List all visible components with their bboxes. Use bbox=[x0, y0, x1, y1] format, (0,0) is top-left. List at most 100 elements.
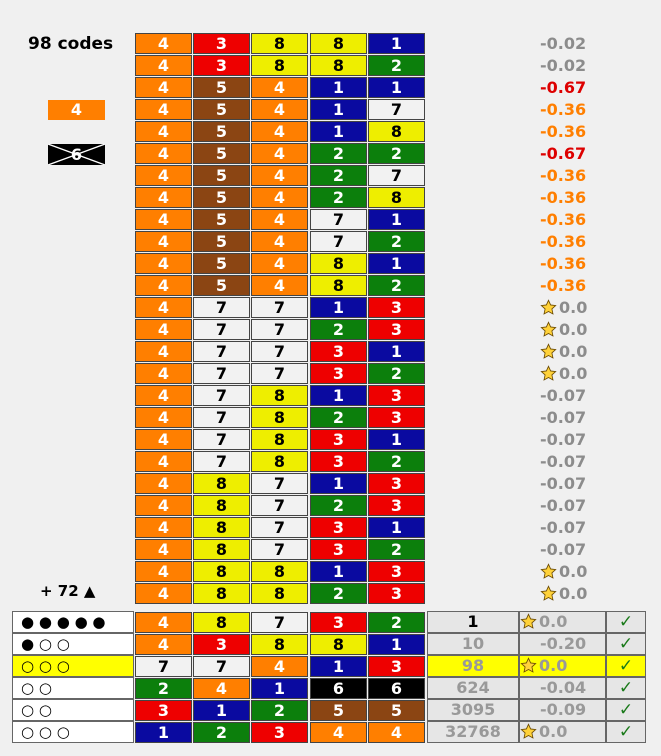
code-peg[interactable]: 4 bbox=[135, 429, 192, 450]
code-peg[interactable]: 7 bbox=[251, 539, 308, 560]
code-peg[interactable]: 2 bbox=[368, 55, 425, 76]
code-peg[interactable]: 7 bbox=[251, 473, 308, 494]
code-peg[interactable]: 8 bbox=[193, 583, 250, 604]
code-peg[interactable]: 5 bbox=[193, 275, 250, 296]
code-peg[interactable]: 7 bbox=[310, 209, 367, 230]
code-peg[interactable]: 2 bbox=[368, 363, 425, 384]
code-peg[interactable]: 3 bbox=[310, 429, 367, 450]
code-peg[interactable]: 3 bbox=[368, 561, 425, 582]
code-peg[interactable]: 8 bbox=[193, 561, 250, 582]
code-peg[interactable]: 4 bbox=[251, 253, 308, 274]
code-peg[interactable]: 4 bbox=[135, 517, 192, 538]
guess-peg[interactable]: 4 bbox=[135, 612, 192, 633]
code-peg[interactable]: 4 bbox=[135, 275, 192, 296]
code-peg[interactable]: 4 bbox=[135, 539, 192, 560]
code-peg[interactable]: 4 bbox=[135, 473, 192, 494]
code-peg[interactable]: 4 bbox=[135, 561, 192, 582]
guess-peg[interactable]: 2 bbox=[251, 700, 308, 721]
guess-peg[interactable]: 8 bbox=[251, 634, 308, 655]
code-peg[interactable]: 4 bbox=[135, 187, 192, 208]
code-peg[interactable]: 3 bbox=[368, 583, 425, 604]
code-peg[interactable]: 8 bbox=[251, 55, 308, 76]
code-peg[interactable]: 3 bbox=[193, 55, 250, 76]
code-peg[interactable]: 3 bbox=[310, 539, 367, 560]
code-peg[interactable]: 5 bbox=[193, 231, 250, 252]
guess-peg[interactable]: 3 bbox=[251, 722, 308, 743]
code-peg[interactable]: 7 bbox=[193, 385, 250, 406]
guess-peg[interactable]: 4 bbox=[368, 722, 425, 743]
code-peg[interactable]: 4 bbox=[135, 363, 192, 384]
code-peg[interactable]: 4 bbox=[135, 407, 192, 428]
code-peg[interactable]: 8 bbox=[310, 275, 367, 296]
code-peg[interactable]: 1 bbox=[368, 517, 425, 538]
code-peg[interactable]: 8 bbox=[193, 473, 250, 494]
code-peg[interactable]: 8 bbox=[310, 253, 367, 274]
code-peg[interactable]: 4 bbox=[251, 77, 308, 98]
code-peg[interactable]: 7 bbox=[251, 297, 308, 318]
code-peg[interactable]: 4 bbox=[251, 275, 308, 296]
guess-peg[interactable]: 7 bbox=[193, 656, 250, 677]
code-peg[interactable]: 5 bbox=[193, 143, 250, 164]
guess-peg[interactable]: 3 bbox=[135, 700, 192, 721]
code-peg[interactable]: 7 bbox=[251, 341, 308, 362]
code-peg[interactable]: 4 bbox=[135, 253, 192, 274]
code-peg[interactable]: 8 bbox=[193, 517, 250, 538]
code-peg[interactable]: 4 bbox=[135, 121, 192, 142]
code-peg[interactable]: 3 bbox=[368, 407, 425, 428]
code-peg[interactable]: 4 bbox=[251, 231, 308, 252]
code-peg[interactable]: 7 bbox=[193, 319, 250, 340]
code-peg[interactable]: 1 bbox=[310, 121, 367, 142]
guess-peg[interactable]: 4 bbox=[193, 678, 250, 699]
code-peg[interactable]: 5 bbox=[193, 99, 250, 120]
code-peg[interactable]: 3 bbox=[310, 341, 367, 362]
guess-peg[interactable]: 8 bbox=[193, 612, 250, 633]
code-peg[interactable]: 2 bbox=[310, 165, 367, 186]
code-peg[interactable]: 1 bbox=[368, 33, 425, 54]
code-peg[interactable]: 4 bbox=[135, 55, 192, 76]
guess-peg[interactable]: 3 bbox=[368, 656, 425, 677]
code-peg[interactable]: 1 bbox=[310, 297, 367, 318]
code-peg[interactable]: 4 bbox=[135, 451, 192, 472]
code-peg[interactable]: 8 bbox=[251, 561, 308, 582]
code-peg[interactable]: 7 bbox=[193, 363, 250, 384]
code-peg[interactable]: 7 bbox=[193, 407, 250, 428]
code-peg[interactable]: 4 bbox=[135, 341, 192, 362]
code-peg[interactable]: 1 bbox=[310, 385, 367, 406]
code-peg[interactable]: 8 bbox=[193, 495, 250, 516]
guess-peg[interactable]: 1 bbox=[310, 656, 367, 677]
code-peg[interactable]: 8 bbox=[251, 429, 308, 450]
code-peg[interactable]: 1 bbox=[368, 429, 425, 450]
code-peg[interactable]: 8 bbox=[193, 539, 250, 560]
code-peg[interactable]: 1 bbox=[368, 341, 425, 362]
guess-peg[interactable]: 4 bbox=[251, 656, 308, 677]
code-peg[interactable]: 4 bbox=[251, 165, 308, 186]
guess-peg[interactable]: 7 bbox=[135, 656, 192, 677]
guess-peg[interactable]: 5 bbox=[368, 700, 425, 721]
guess-peg[interactable]: 1 bbox=[368, 634, 425, 655]
code-peg[interactable]: 1 bbox=[368, 209, 425, 230]
code-peg[interactable]: 2 bbox=[368, 143, 425, 164]
code-peg[interactable]: 8 bbox=[251, 385, 308, 406]
code-peg[interactable]: 3 bbox=[310, 363, 367, 384]
code-peg[interactable]: 5 bbox=[193, 209, 250, 230]
code-peg[interactable]: 1 bbox=[368, 77, 425, 98]
code-peg[interactable]: 4 bbox=[251, 99, 308, 120]
code-peg[interactable]: 2 bbox=[310, 319, 367, 340]
guess-peg[interactable]: 2 bbox=[193, 722, 250, 743]
code-peg[interactable]: 4 bbox=[135, 33, 192, 54]
code-peg[interactable]: 1 bbox=[368, 253, 425, 274]
code-peg[interactable]: 4 bbox=[135, 385, 192, 406]
code-peg[interactable]: 4 bbox=[251, 209, 308, 230]
code-peg[interactable]: 3 bbox=[310, 451, 367, 472]
code-peg[interactable]: 7 bbox=[193, 429, 250, 450]
code-peg[interactable]: 3 bbox=[368, 297, 425, 318]
code-peg[interactable]: 3 bbox=[368, 473, 425, 494]
code-peg[interactable]: 8 bbox=[251, 33, 308, 54]
code-peg[interactable]: 4 bbox=[251, 143, 308, 164]
code-peg[interactable]: 1 bbox=[310, 77, 367, 98]
guess-peg[interactable]: 3 bbox=[193, 634, 250, 655]
code-peg[interactable]: 2 bbox=[368, 539, 425, 560]
code-peg[interactable]: 3 bbox=[368, 385, 425, 406]
more-codes-button[interactable]: + 72 ▲ bbox=[40, 582, 96, 600]
code-peg[interactable]: 4 bbox=[135, 297, 192, 318]
